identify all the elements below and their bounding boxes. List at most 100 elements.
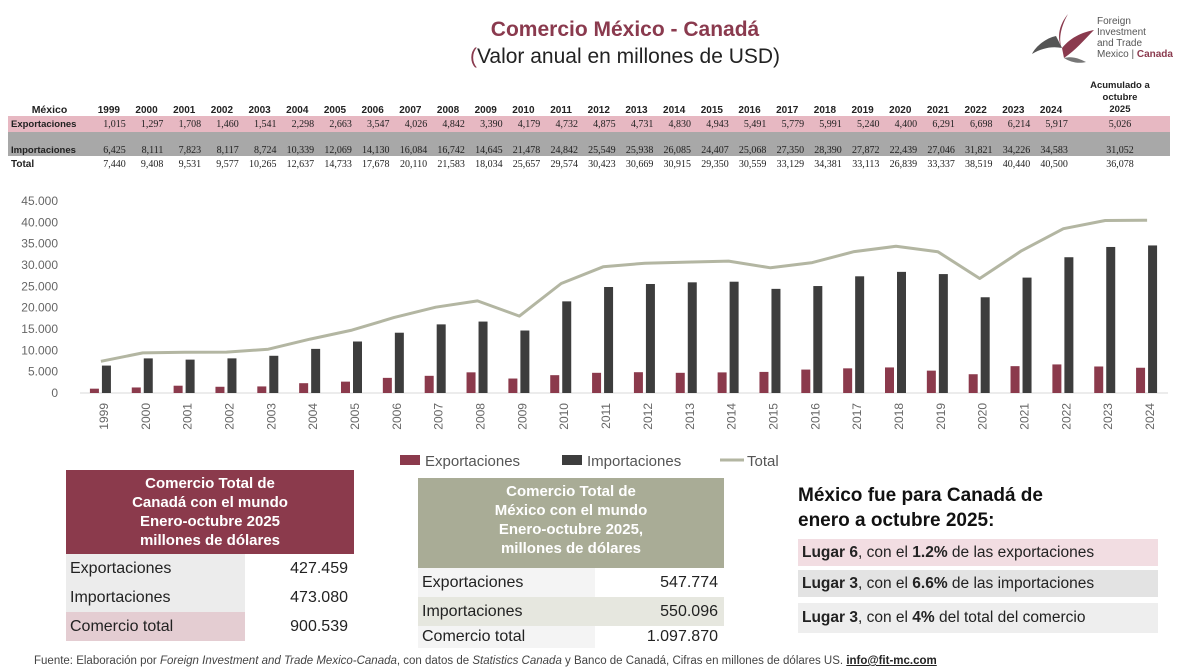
table-cell: 20,110 (400, 158, 428, 170)
table-cell: 4,943 (693, 116, 731, 132)
table-cell: 24,842 (542, 132, 580, 156)
table-cell: 31,821 (956, 132, 995, 156)
table-cell: 27,046 (919, 132, 957, 156)
import-bar (394, 332, 404, 393)
canada-row-value: 900.539 (290, 617, 348, 635)
export-bar (215, 386, 225, 393)
table-cell: 12,069 (316, 132, 354, 156)
table-year-header: 2022 (964, 105, 987, 116)
ranking-mid: , con el (857, 609, 913, 626)
table-cell: 6,214 (994, 116, 1033, 132)
table-year-header: 2009 (474, 105, 497, 116)
x-tick-label: 2016 (808, 403, 822, 430)
table-cell: 34,381 (814, 158, 842, 170)
table-year-header: 2020 (889, 105, 912, 116)
x-tick-label: 2005 (348, 403, 362, 430)
x-tick-label: 2019 (934, 403, 948, 430)
table-year-header: 2003 (248, 105, 271, 116)
table-year-header: 2016 (738, 105, 761, 116)
ranking-tail: del total del comercio (934, 609, 1086, 626)
table-cell: 34,226 (994, 132, 1033, 156)
table-cell: 14,733 (324, 158, 352, 170)
table-cell: 27,872 (843, 132, 882, 156)
import-bar (353, 341, 362, 393)
table-cell: 9,408 (140, 158, 164, 170)
ranking-place: Lugar 3 (802, 575, 858, 592)
table-year-header: 2008 (436, 105, 460, 116)
table-row: Exportaciones 1,015 1,297 1,708 1,460 1,541 2,… (8, 116, 1170, 132)
table-cell: 1,460 (203, 116, 241, 132)
table-year-header: 2013 (625, 105, 648, 116)
table-cell: 9,531 (178, 158, 202, 170)
ranking-row-exports: Lugar 6, con el 1.2% de las exportacione… (798, 539, 1158, 566)
table-cell: 3,390 (466, 116, 505, 132)
x-tick-label: 2011 (599, 403, 613, 429)
table-acc-header: Acumulado a octubre 2025 (1070, 74, 1170, 116)
export-bar (382, 377, 392, 393)
export-bar (717, 372, 727, 393)
table-cell: 1,297 (127, 116, 166, 132)
source-p5: y Banco de Canadá, Cifras en millones de… (561, 655, 847, 667)
import-bar (855, 276, 865, 393)
table-cell: 12,637 (286, 158, 315, 170)
x-tick-label: 2023 (1101, 403, 1115, 430)
import-bar (897, 271, 906, 393)
import-bar (269, 355, 279, 393)
table-cell: 2,663 (316, 116, 354, 132)
table-cell: 28,390 (806, 132, 844, 156)
table-cell: 30,559 (738, 158, 767, 170)
table-year-header: 2007 (399, 105, 422, 116)
canada-row-label: Importaciones (66, 583, 245, 612)
table-cell: 7,823 (165, 132, 204, 156)
table-acc-cell: 31,052 (1069, 132, 1170, 156)
x-tick-label: 2008 (474, 403, 488, 430)
x-tick-label: 2003 (264, 403, 278, 430)
legend-label: Exportaciones (425, 453, 520, 470)
table-cell: 29,574 (550, 158, 578, 170)
logo-line-2: Investment (1097, 27, 1146, 38)
table-cell: 5,240 (843, 116, 882, 132)
import-bar (143, 358, 153, 393)
table-year-header: 2021 (926, 105, 950, 116)
table-cell: 4,400 (881, 116, 920, 132)
trade-chart: 0 5.000 10.000 15.000 20.000 25.000 30.000 35.0… (21, 194, 1168, 470)
mexico-box-table: Exportaciones 547.774 Importaciones 550.09… (418, 568, 724, 648)
logo-line-4: Mexico | Canada (1097, 49, 1173, 60)
import-bar (1022, 277, 1032, 393)
table-acc-cell: 5,026 (1069, 116, 1170, 132)
import-bar (436, 324, 446, 393)
table-cell: 8,117 (203, 132, 241, 156)
table-cell: 33,337 (927, 158, 955, 170)
subtitle-text: Valor anual en millones de USD) (476, 45, 781, 68)
table-cell: 1,708 (165, 116, 204, 132)
mexico-box-header: Comercio Total de México con el mundo En… (418, 478, 724, 568)
x-tick-label: 2014 (725, 403, 739, 430)
table-year-header: 2015 (700, 105, 723, 116)
export-bar (801, 369, 811, 393)
table-cell: 10,339 (278, 132, 317, 156)
x-tick-label: 2012 (641, 403, 655, 430)
import-bar (185, 359, 195, 393)
ranking-mid: , con el (857, 544, 913, 561)
mexico-row-exports: Exportaciones 547.774 (418, 568, 724, 597)
ranking-row-imports: Lugar 3, con el 6.6% de las importacione… (798, 570, 1158, 597)
import-bar (645, 283, 655, 393)
export-bar (341, 381, 350, 393)
table-row-label: Exportaciones (8, 116, 90, 132)
import-bar (227, 358, 237, 393)
x-tick-label: 2021 (1018, 403, 1032, 430)
canada-box-title-3: Enero-octubre 2025 (139, 513, 281, 530)
x-tick-label: 2007 (432, 403, 446, 430)
mexico-row-value: 550.096 (594, 597, 724, 626)
contact-email-link[interactable]: info@fit-mc.com (846, 655, 937, 667)
import-bar (478, 321, 488, 393)
export-bar (299, 383, 309, 393)
table-row-label: Total (11, 158, 35, 170)
export-bar (885, 367, 894, 393)
ranking-row-total: Lugar 3, con el 4% del total del comerci… (798, 603, 1158, 633)
ranking-mid: , con el (857, 575, 913, 592)
x-tick-label: 2010 (557, 403, 571, 430)
table-cell: 5,991 (806, 116, 844, 132)
table-year-header: 2012 (587, 105, 610, 116)
import-bar (938, 274, 948, 393)
